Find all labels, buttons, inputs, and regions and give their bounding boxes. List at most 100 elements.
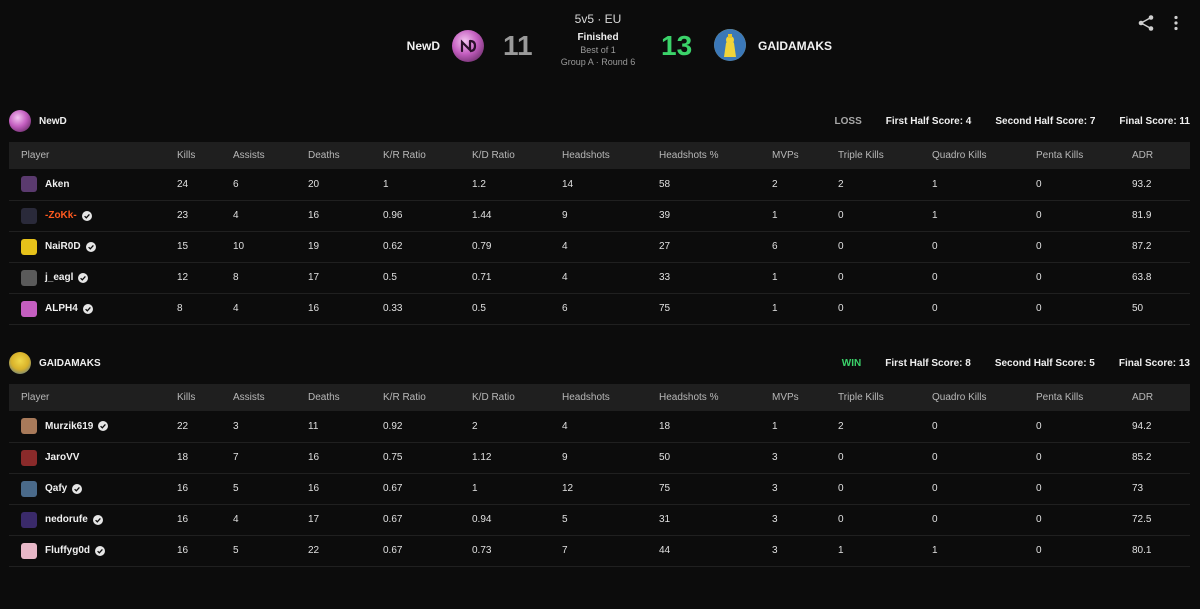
column-header-k-d-ratio[interactable]: K/D Ratio — [472, 384, 562, 411]
stat-kills: 8 — [177, 293, 233, 325]
avatar[interactable] — [21, 300, 37, 317]
team-logo[interactable] — [9, 352, 31, 374]
team-score-bar: NewD LOSS First Half Score: 4 Second Half S… — [9, 106, 1190, 136]
player-name[interactable]: JaroVV — [45, 452, 80, 463]
column-header-triple-kills[interactable]: Triple Kills — [838, 384, 932, 411]
stat-penta-kills: 0 — [1036, 504, 1132, 536]
column-header-penta-kills[interactable]: Penta Kills — [1036, 142, 1132, 169]
column-header-assists[interactable]: Assists — [233, 142, 308, 169]
stat-mvps: 2 — [772, 169, 838, 201]
team-name[interactable]: NewD — [39, 115, 67, 127]
player-info[interactable]: nedorufe — [21, 511, 177, 528]
column-header-adr[interactable]: ADR — [1132, 384, 1190, 411]
avatar[interactable] — [21, 238, 37, 255]
column-header-k-d-ratio[interactable]: K/D Ratio — [472, 142, 562, 169]
team-b-name[interactable]: GAIDAMAKS — [758, 39, 832, 53]
player-name[interactable]: Fluffyg0d — [45, 545, 90, 556]
team-name[interactable]: GAIDAMAKS — [39, 357, 101, 369]
column-header-deaths[interactable]: Deaths — [308, 384, 383, 411]
avatar[interactable] — [21, 418, 37, 435]
avatar[interactable] — [21, 269, 37, 286]
player-cell: -ZoKk- — [9, 200, 177, 232]
player-info[interactable]: Aken — [21, 176, 177, 193]
stat-kills: 16 — [177, 504, 233, 536]
stat-headshots-: 44 — [659, 535, 772, 567]
column-header-quadro-kills[interactable]: Quadro Kills — [932, 142, 1036, 169]
player-info[interactable]: Fluffyg0d — [21, 542, 177, 559]
column-header-kills[interactable]: Kills — [177, 142, 233, 169]
player-info[interactable]: Qafy — [21, 480, 177, 497]
avatar[interactable] — [21, 176, 37, 193]
column-header-player[interactable]: Player — [9, 142, 177, 169]
avatar[interactable] — [21, 207, 37, 224]
column-header-player[interactable]: Player — [9, 384, 177, 411]
column-header-kills[interactable]: Kills — [177, 384, 233, 411]
player-name[interactable]: nedorufe — [45, 514, 88, 525]
team-score-summary: LOSS First Half Score: 4 Second Half Score… — [835, 106, 1190, 136]
team-logo[interactable] — [9, 110, 31, 132]
stat-kills: 22 — [177, 411, 233, 443]
stat-triple-kills: 0 — [838, 442, 932, 474]
column-header-headshots-[interactable]: Headshots % — [659, 142, 772, 169]
avatar[interactable] — [21, 542, 37, 559]
column-header-quadro-kills[interactable]: Quadro Kills — [932, 384, 1036, 411]
team-a-logo[interactable] — [452, 30, 484, 62]
stat-k-d-ratio: 0.94 — [472, 504, 562, 536]
more-options-icon[interactable] — [1170, 14, 1182, 32]
match-format: 5v5 · EU — [574, 12, 622, 26]
stat-k-d-ratio: 1 — [472, 473, 562, 505]
player-name[interactable]: NaiR0D — [45, 241, 81, 252]
share-icon[interactable] — [1137, 14, 1155, 32]
column-header-assists[interactable]: Assists — [233, 384, 308, 411]
player-info[interactable]: JaroVV — [21, 449, 177, 466]
stat-quadro-kills: 0 — [932, 504, 1036, 536]
stat-deaths: 19 — [308, 231, 383, 263]
stat-adr: 94.2 — [1132, 411, 1190, 443]
team-score-summary: WIN First Half Score: 8 Second Half Score:… — [842, 348, 1190, 378]
stat-assists: 4 — [233, 200, 308, 232]
stat-headshots-: 39 — [659, 200, 772, 232]
column-header-triple-kills[interactable]: Triple Kills — [838, 142, 932, 169]
team-a-logo-icon — [460, 39, 477, 53]
column-header-mvps[interactable]: MVPs — [772, 384, 838, 411]
column-header-headshots[interactable]: Headshots — [562, 142, 659, 169]
stat-adr: 93.2 — [1132, 169, 1190, 201]
avatar[interactable] — [21, 480, 37, 497]
stat-triple-kills: 0 — [838, 262, 932, 294]
player-info[interactable]: NaiR0D — [21, 238, 177, 255]
stat-deaths: 20 — [308, 169, 383, 201]
stat-headshots: 4 — [562, 231, 659, 263]
avatar[interactable] — [21, 449, 37, 466]
player-name[interactable]: ALPH4 — [45, 303, 78, 314]
stat-penta-kills: 0 — [1036, 411, 1132, 443]
team-a-score: 11 — [503, 30, 533, 61]
column-header-k-r-ratio[interactable]: K/R Ratio — [383, 142, 472, 169]
column-header-mvps[interactable]: MVPs — [772, 142, 838, 169]
team-b-logo[interactable] — [714, 29, 746, 61]
stat-assists: 5 — [233, 473, 308, 505]
player-name[interactable]: Murzik619 — [45, 420, 94, 432]
player-name[interactable]: Qafy — [45, 483, 68, 494]
player-info[interactable]: Murzik619 — [21, 418, 177, 435]
stat-deaths: 16 — [308, 293, 383, 325]
player-name[interactable]: -ZoKk- — [45, 210, 77, 221]
player-name[interactable]: j_eagl — [45, 272, 74, 283]
column-header-k-r-ratio[interactable]: K/R Ratio — [383, 384, 472, 411]
verified-icon — [92, 514, 103, 525]
table-row: Murzik619 22 3 11 0.92 2 4 18 1 2 0 0 94.2 — [9, 411, 1190, 443]
column-header-penta-kills[interactable]: Penta Kills — [1036, 384, 1132, 411]
player-info[interactable]: ALPH4 — [21, 300, 177, 317]
stat-deaths: 16 — [308, 200, 383, 232]
team-a-name[interactable]: NewD — [406, 39, 440, 53]
column-header-adr[interactable]: ADR — [1132, 142, 1190, 169]
player-info[interactable]: -ZoKk- — [21, 207, 177, 224]
column-header-headshots[interactable]: Headshots — [562, 384, 659, 411]
verified-icon — [95, 545, 105, 556]
avatar[interactable] — [21, 511, 37, 528]
column-header-deaths[interactable]: Deaths — [308, 142, 383, 169]
player-name[interactable]: Aken — [45, 178, 70, 190]
player-info[interactable]: j_eagl — [21, 269, 177, 286]
team-section-newd: NewD LOSS First Half Score: 4 Second Half S… — [9, 106, 1190, 325]
player-cell: ALPH4 — [9, 293, 177, 325]
column-header-headshots-[interactable]: Headshots % — [659, 384, 772, 411]
